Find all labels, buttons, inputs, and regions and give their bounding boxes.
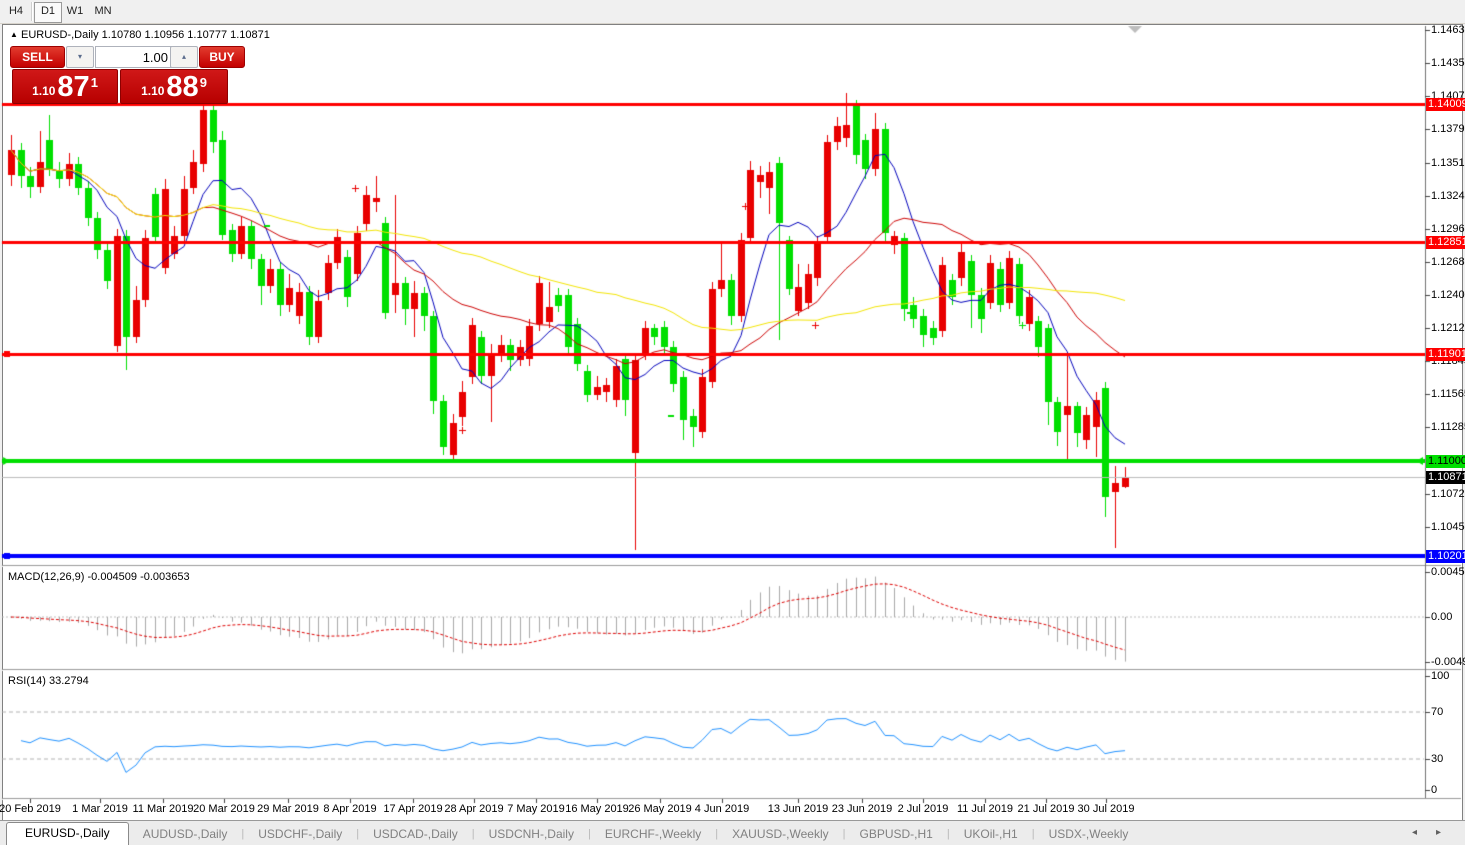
date-axis-label: 13 Jun 2019 [767, 803, 829, 815]
date-axis-label: 29 Mar 2019 [257, 803, 319, 815]
date-axis-label: 4 Jun 2019 [694, 803, 750, 815]
chart-tab[interactable]: UKOil-,H1 [963, 827, 1018, 841]
rsi-axis-tick: 0 [1431, 784, 1438, 796]
sell-price-prefix: 1.10 [32, 84, 56, 98]
chart-ohlc-values: 1.10780 1.10956 1.10777 1.10871 [98, 29, 270, 41]
date-axis-label: 30 Jul 2019 [1077, 803, 1135, 815]
buy-price-box[interactable]: 1.10 88 9 [120, 69, 228, 104]
price-axis-tick: 1.11285 [1431, 421, 1465, 433]
price-axis-tick: 1.13240 [1431, 190, 1465, 202]
chart-title: ▲ EURUSD-,Daily 1.10780 1.10956 1.10777 … [10, 29, 270, 41]
chart-tab[interactable]: EURUSD-,Daily [6, 822, 129, 845]
timeframe-toolbar: H4 D1 W1 MN [0, 0, 1465, 24]
tab-scroll-right-icon[interactable]: ▸ [1436, 827, 1442, 838]
date-axis-label: 26 May 2019 [628, 803, 692, 815]
chart-tab[interactable]: USDCHF-,Daily [258, 827, 343, 841]
price-axis-tick: 1.11565 [1431, 388, 1465, 400]
price-line-label: 1.11000 [1426, 455, 1465, 468]
lot-decrease-button[interactable]: ▾ [66, 46, 94, 68]
price-line-label: 1.12851 [1426, 236, 1465, 249]
macd-signal-value: -0.003653 [140, 571, 190, 583]
date-axis-label: 2 Jul 2019 [897, 803, 949, 815]
tab-separator: | [715, 828, 719, 840]
chart-tab[interactable]: XAUUSD-,Weekly [732, 827, 829, 841]
lot-size-input[interactable] [95, 46, 175, 68]
chart-tab[interactable]: USDCAD-,Daily [373, 827, 458, 841]
date-axis-label: 28 Apr 2019 [444, 803, 504, 815]
price-axis-tick: 1.13795 [1431, 123, 1465, 135]
macd-axis-tick: -0.00494 [1431, 656, 1465, 668]
macd-axis-tick: 0.00 [1431, 611, 1453, 623]
tab-separator: | [946, 828, 950, 840]
date-axis-label: 8 Apr 2019 [323, 803, 377, 815]
timeframe-button-w1[interactable]: W1 [66, 5, 84, 17]
price-axis-tick: 1.14355 [1431, 57, 1465, 69]
price-axis-tick: 1.13515 [1431, 157, 1465, 169]
sell-button[interactable]: SELL [10, 46, 65, 68]
rsi-axis-tick: 30 [1431, 753, 1444, 765]
timeframe-button-d1[interactable]: D1 [34, 2, 62, 23]
rsi-label: RSI(14) 33.2794 [8, 675, 89, 687]
date-axis-label: 20 Mar 2019 [193, 803, 255, 815]
price-line-label: 1.10871 [1426, 471, 1465, 484]
macd-label: MACD(12,26,9) -0.004509 -0.003653 [8, 571, 190, 583]
tab-separator: | [1031, 828, 1035, 840]
price-axis-tick: 1.14635 [1431, 24, 1465, 36]
chart-tab[interactable]: USDX-,Weekly [1048, 827, 1129, 841]
macd-main-value: -0.004509 [87, 571, 138, 583]
buy-price-big: 88 [166, 71, 199, 103]
buy-button[interactable]: BUY [199, 46, 245, 68]
tab-separator: | [842, 828, 846, 840]
buy-price-prefix: 1.10 [141, 84, 165, 98]
date-axis-label: 7 May 2019 [507, 803, 565, 815]
sell-price-big: 87 [57, 71, 90, 103]
price-axis-tick: 1.12120 [1431, 322, 1465, 334]
tab-separator: | [356, 828, 360, 840]
date-axis-label: 17 Apr 2019 [383, 803, 443, 815]
rsi-axis-tick: 70 [1431, 706, 1444, 718]
tab-separator: | [471, 828, 475, 840]
date-axis-label: 16 May 2019 [565, 803, 629, 815]
rsi-value: 33.2794 [48, 675, 89, 687]
date-axis-label: 1 Mar 2019 [72, 803, 128, 815]
date-axis-label: 11 Jul 2019 [956, 803, 1014, 815]
chart-tab[interactable]: GBPUSD-,H1 [859, 827, 933, 841]
sell-price-box[interactable]: 1.10 87 1 [12, 69, 118, 104]
chart-tab[interactable]: EURCHF-,Weekly [604, 827, 702, 841]
tab-scroll-left-icon[interactable]: ◂ [1412, 827, 1418, 838]
price-line-label: 1.14009 [1426, 98, 1465, 111]
chart-tab[interactable]: USDCNH-,Daily [488, 827, 574, 841]
buy-price-sup: 9 [199, 75, 207, 90]
price-axis-tick: 1.12400 [1431, 289, 1465, 301]
date-axis-label: 11 Mar 2019 [132, 803, 194, 815]
date-axis-label: 23 Jun 2019 [831, 803, 893, 815]
sell-price-sup: 1 [90, 75, 98, 90]
chart-symbol-period: EURUSD-,Daily [20, 29, 99, 41]
price-line-label: 1.10201 [1426, 550, 1465, 563]
tab-separator: | [587, 828, 591, 840]
date-axis-label: 21 Jul 2019 [1017, 803, 1075, 815]
rsi-axis-tick: 100 [1431, 670, 1450, 682]
date-axis-label: 20 Feb 2019 [0, 803, 61, 815]
chart-tab[interactable]: AUDUSD-,Daily [142, 827, 228, 841]
chart-tab-bar: EURUSD-,Daily AUDUSD-,Daily | USDCHF-,Daily… [0, 820, 1465, 845]
price-axis-tick: 1.12960 [1431, 223, 1465, 235]
price-line-label: 1.11901 [1426, 348, 1465, 361]
price-axis-tick: 1.12680 [1431, 256, 1465, 268]
timeframe-button-mn[interactable]: MN [94, 5, 112, 17]
tab-separator: | [241, 828, 245, 840]
toolbar-separator [31, 2, 33, 21]
price-axis-tick: 1.10725 [1431, 488, 1465, 500]
collapse-panel-icon[interactable]: ▲ [10, 30, 18, 39]
macd-axis-tick: 0.004524 [1431, 566, 1465, 578]
lot-increase-button[interactable]: ▴ [170, 46, 198, 68]
timeframe-button-h4[interactable]: H4 [8, 5, 24, 17]
